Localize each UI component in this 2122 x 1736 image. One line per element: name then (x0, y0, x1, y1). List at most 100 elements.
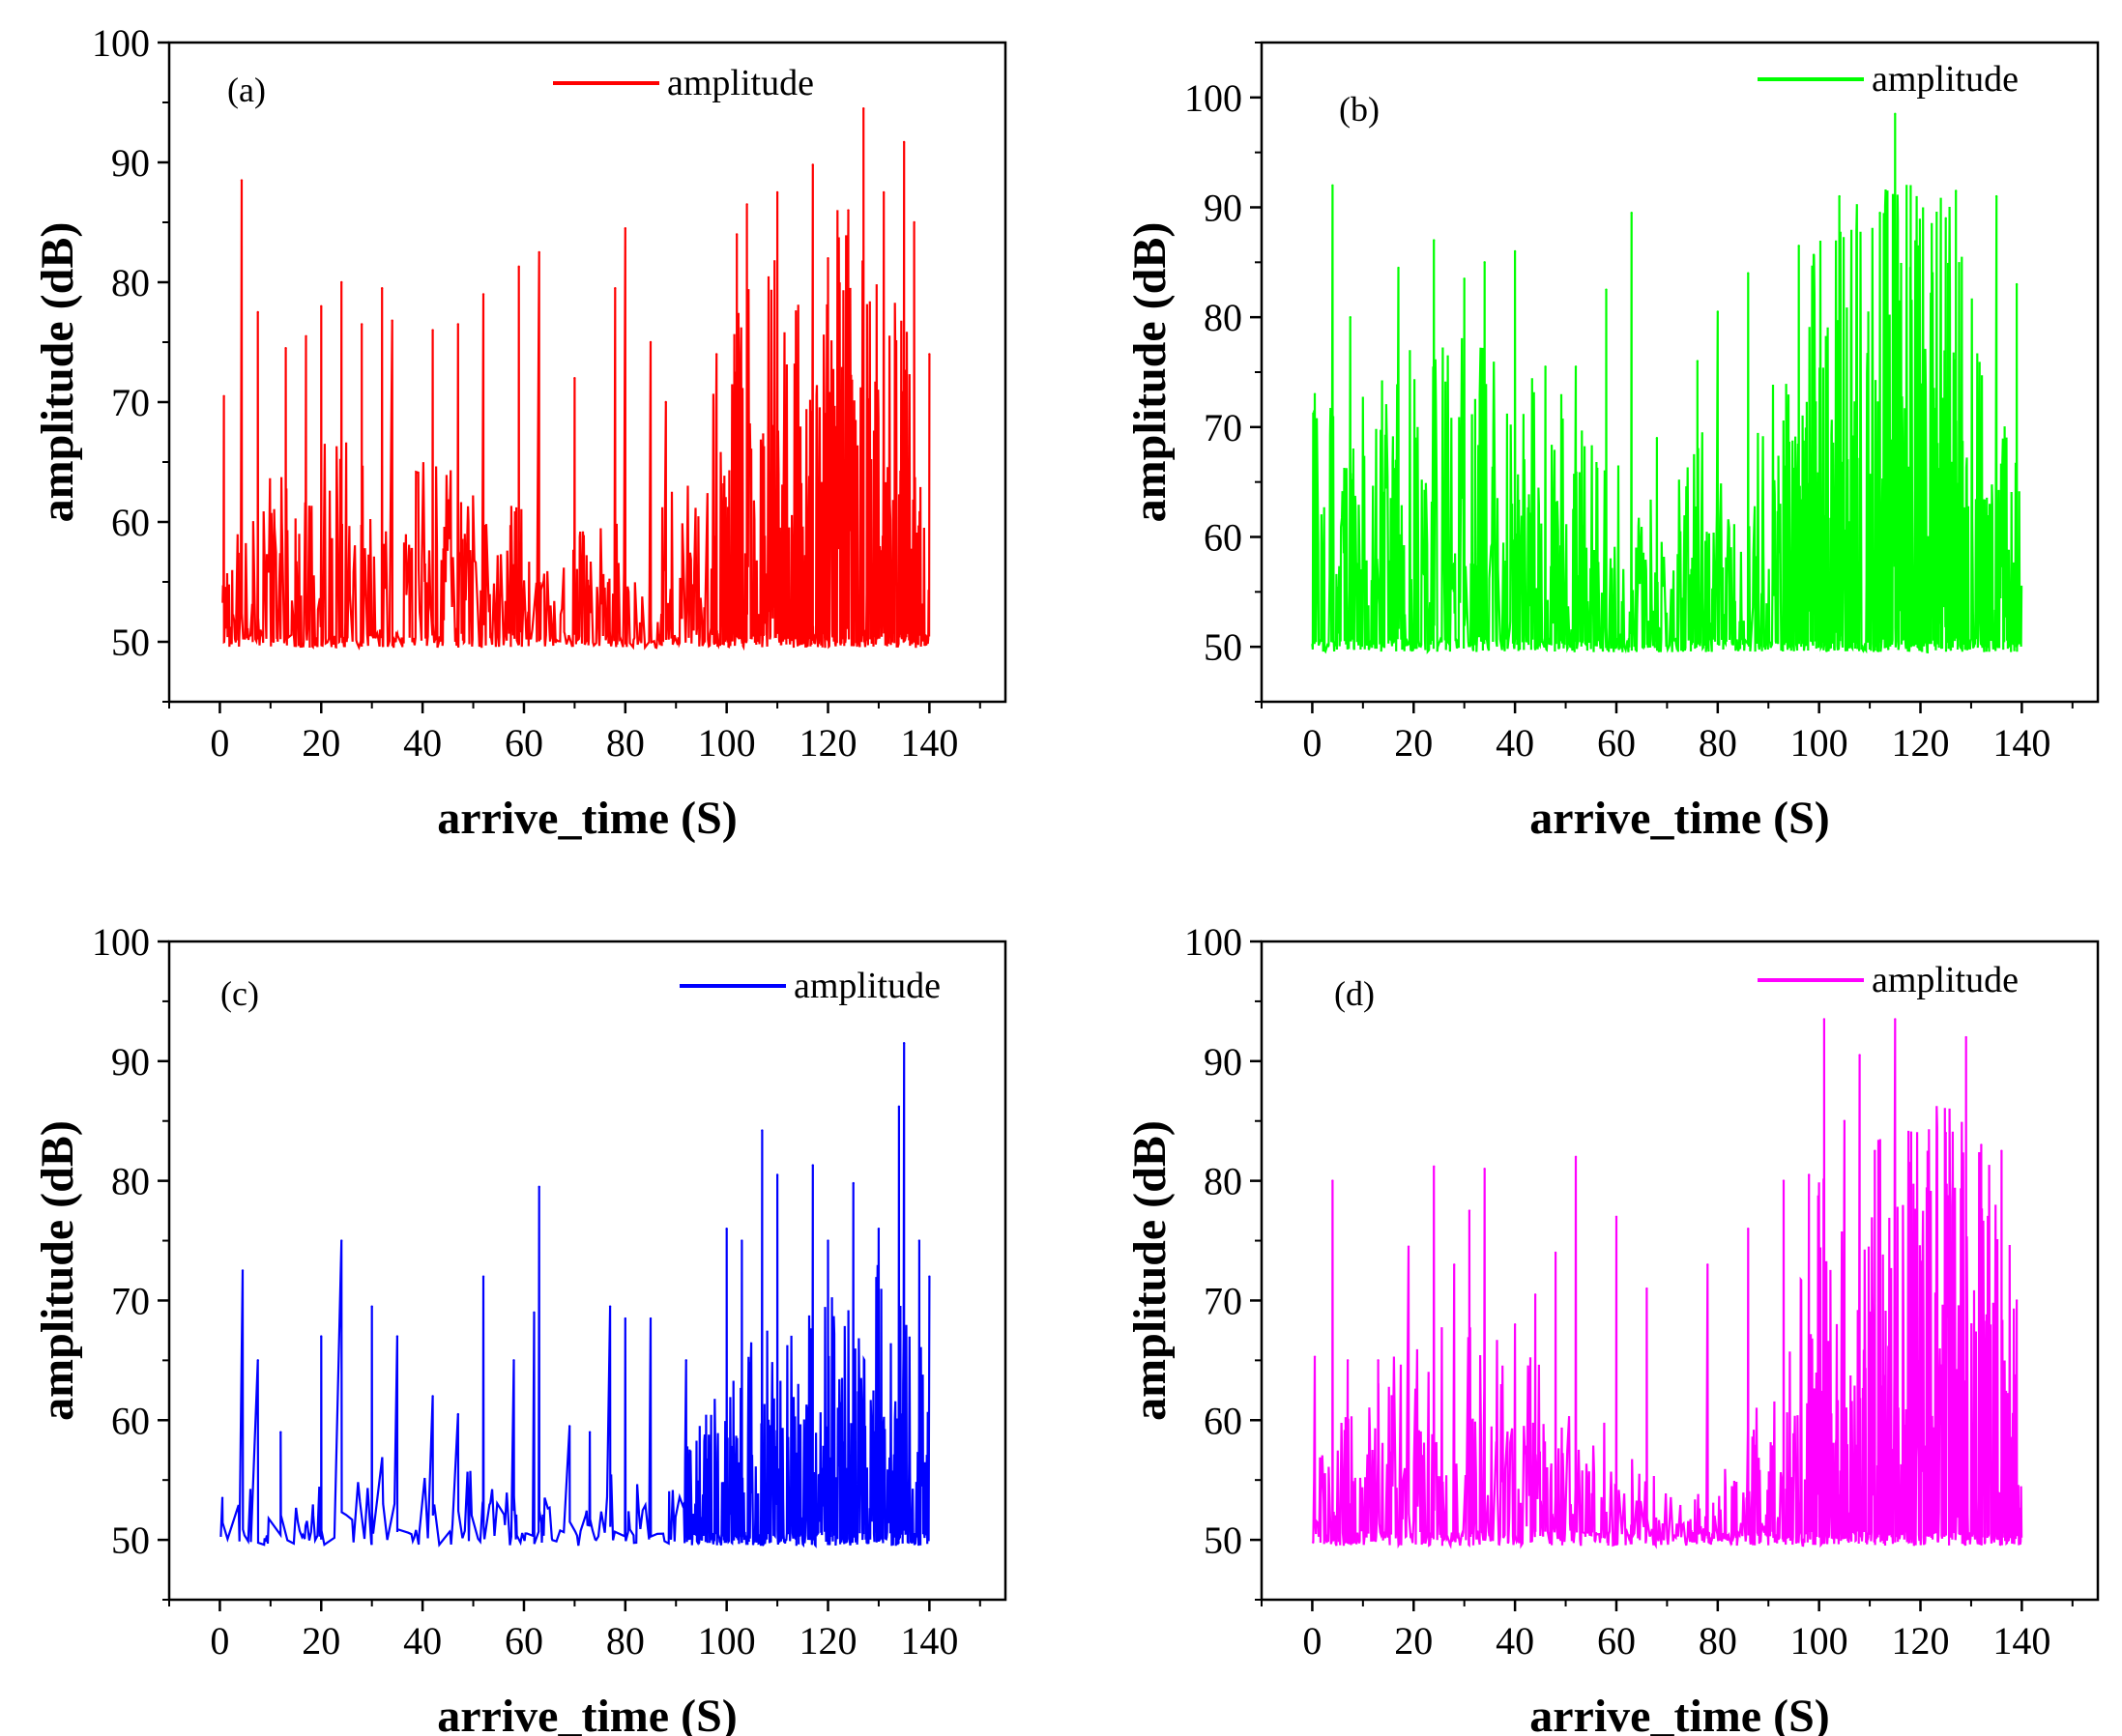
data-point-peak (775, 1173, 779, 1176)
x-tick-label: 120 (1892, 1619, 1950, 1663)
data-point-peak (902, 1042, 906, 1045)
data-point-peak (862, 107, 865, 110)
data-point-peak (456, 1412, 460, 1416)
chart-panel-c: 0 20 40 60 80 100 120 140 50 60 70 80 90 100 arrive_ti… (32, 920, 1007, 1736)
data-point-peak (1838, 194, 1841, 198)
data-point-peak (320, 1335, 323, 1338)
y-tick-label: 80 (1204, 1160, 1242, 1203)
data-point-peak (1407, 1245, 1410, 1248)
x-tick-label: 40 (1496, 1619, 1534, 1663)
panel-label: (c) (220, 974, 259, 1013)
data-point-peak (2015, 1299, 2019, 1302)
data-point-peak (567, 1425, 571, 1428)
data-point-peak (1747, 1227, 1750, 1230)
data-point-peak (882, 190, 886, 194)
data-point-peak (1331, 184, 1334, 187)
data-point-peak (1313, 1355, 1317, 1358)
data-point-peak (481, 293, 485, 296)
data-point-peak (320, 304, 323, 307)
data-point-peak (917, 1239, 921, 1242)
data-point-peak (1858, 1054, 1861, 1056)
plot-frame-c (167, 940, 1007, 1602)
y-tick-label: 50 (111, 621, 150, 664)
data-point-peak (1980, 1143, 1983, 1146)
panel-label: (a) (227, 71, 266, 109)
data-point-peak (913, 220, 916, 224)
legend-label: amplitude (1872, 960, 2019, 1000)
data-point-peak (1483, 1168, 1486, 1171)
data-point-peak (1605, 288, 1608, 291)
data-point-peak (902, 140, 906, 144)
data-point-peak (1706, 1263, 1709, 1266)
x-tick-label: 120 (799, 1619, 858, 1663)
y-tick-label: 90 (111, 141, 150, 185)
data-point-peak (1894, 112, 1897, 116)
data-point-peak (928, 353, 931, 356)
data-point-peak (608, 1305, 612, 1308)
data-point-peak (395, 1335, 399, 1338)
y-tick-label: 100 (1184, 76, 1242, 120)
data-point-peak (1908, 266, 1912, 270)
y-tick-label: 50 (1204, 625, 1242, 669)
y-tick-label: 70 (1204, 406, 1242, 449)
data-point-peak (928, 1275, 931, 1278)
x-tick-label: 0 (210, 1619, 229, 1663)
data-point-peak (735, 233, 739, 236)
plot-frame-d (1260, 940, 2100, 1602)
data-point-peak (624, 227, 627, 230)
panel-label: (b) (1339, 90, 1380, 129)
data-point-peak (897, 1105, 901, 1109)
series-line-amplitude (1311, 1019, 2023, 1549)
data-point-peak (1453, 1263, 1456, 1266)
x-tick-label: 20 (302, 721, 340, 765)
data-point-peak (1696, 360, 1700, 362)
y-tick-label: 90 (1204, 187, 1242, 230)
y-tick-label: 60 (1204, 1399, 1242, 1442)
data-point-peak (741, 1239, 743, 1242)
data-point-peak (1716, 310, 1720, 313)
data-point-peak (1843, 1119, 1846, 1122)
data-point-peak (220, 1496, 224, 1499)
y-axis-title: amplitude (dB) (1124, 1120, 1176, 1421)
x-tick-label: 60 (1597, 721, 1636, 765)
y-tick-label: 50 (111, 1519, 150, 1562)
y-tick-label: 90 (1204, 1040, 1242, 1084)
data-point-peak (1377, 1359, 1380, 1362)
x-tick-label: 40 (403, 721, 442, 765)
x-tick-label: 140 (1992, 1619, 2050, 1663)
y-tick-label: 70 (111, 381, 150, 424)
data-point-peak (517, 265, 520, 269)
data-point-peak (1574, 1155, 1578, 1159)
data-point-peak (827, 257, 829, 260)
data-point-peak (1349, 315, 1352, 319)
data-point-peak (431, 1395, 434, 1398)
x-axis-title: arrive_time (S) (437, 793, 738, 844)
data-point-peak (279, 1431, 282, 1433)
data-point-peak (877, 1227, 881, 1230)
x-tick-label: 40 (403, 1619, 442, 1663)
x-tick-label: 100 (698, 721, 756, 765)
data-point-peak (775, 190, 779, 194)
x-tick-label: 0 (210, 721, 229, 765)
data-point-peak (340, 1239, 343, 1242)
data-point-peak (1797, 245, 1800, 247)
data-point-peak (340, 280, 343, 284)
data-point-peak (1964, 1035, 1967, 1039)
y-tick-label: 70 (1204, 1279, 1242, 1322)
data-point-peak (1878, 211, 1881, 215)
x-tick-label: 20 (302, 1619, 340, 1663)
data-point-peak (725, 1227, 728, 1230)
legend-label: amplitude (667, 63, 814, 103)
data-point-peak (1544, 365, 1547, 368)
data-point-peak (1554, 1251, 1557, 1255)
x-tick-label: 60 (505, 1619, 543, 1663)
y-tick-label: 80 (111, 1160, 150, 1203)
data-point-peak (1894, 1018, 1897, 1021)
data-point-peak (588, 1431, 592, 1433)
legend-label: amplitude (1872, 59, 2019, 100)
data-point-peak (649, 1316, 653, 1320)
data-point-peak (1614, 1215, 1618, 1218)
data-point-peak (664, 400, 667, 404)
data-point-peak (1483, 261, 1486, 264)
